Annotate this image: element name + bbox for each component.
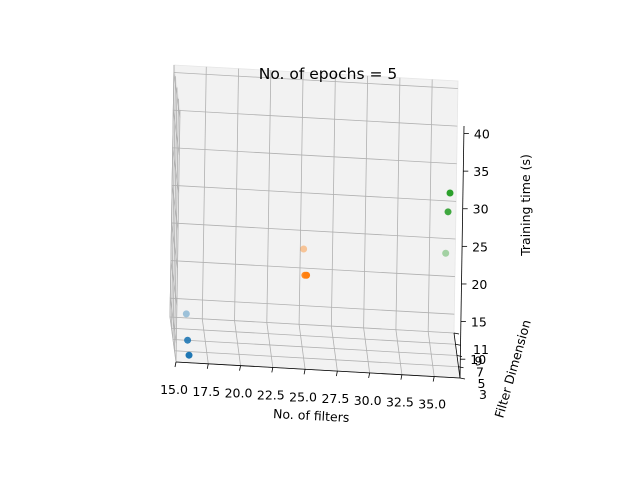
z-tick-label: 15 [471, 315, 487, 330]
x-tick-mark [400, 374, 403, 380]
y-tick-mark [458, 366, 464, 369]
x-tick-label: 25.0 [289, 389, 317, 404]
x-tick-mark [271, 367, 274, 373]
z-grid-line [173, 72, 458, 118]
data-point [442, 249, 450, 257]
y-tick-label: 11 [473, 342, 489, 357]
x-tick-mark [174, 361, 177, 368]
y-tick-label: 7 [476, 365, 484, 380]
tick-labels: 15.0 17.5 20.0 22.5 25.0 27.5 30.0 32.5 35.03579… [160, 127, 490, 412]
data-point [301, 271, 309, 279]
x-tick-label: 30.0 [354, 393, 382, 408]
y-tick-label: 5 [478, 376, 486, 391]
chart-title: No. of epochs = 5 [259, 65, 398, 83]
x-tick-label: 15.0 [160, 382, 188, 397]
data-point [444, 208, 452, 216]
data-point [446, 189, 454, 197]
x-tick-label: 17.5 [192, 384, 220, 399]
y-tick-mark [459, 377, 466, 380]
z-axis-line [459, 125, 465, 379]
z-tick-label: 40 [474, 127, 490, 142]
z-grid-line [169, 297, 455, 344]
z-axis-label: Training time (s) [518, 154, 533, 257]
z-tick-label: 30 [473, 202, 489, 217]
data-points [182, 189, 454, 359]
z-grid-line [171, 222, 456, 269]
x-axis-line [175, 361, 461, 379]
data-point [184, 336, 192, 344]
x-tick-mark [303, 369, 306, 375]
x-tick-mark [368, 372, 371, 378]
z-tick-label: 35 [473, 164, 489, 179]
data-point [182, 310, 190, 318]
z-grid-line [172, 109, 458, 156]
x-tick-mark [432, 376, 435, 382]
x-tick-label: 35.0 [418, 397, 446, 412]
y-tick-label: 9 [475, 353, 483, 368]
data-point [300, 245, 308, 253]
z-tick-label: 20 [471, 277, 487, 292]
z-tick-label: 10 [470, 352, 486, 367]
x-tick-mark [206, 363, 209, 369]
y-tick-mark [455, 343, 461, 346]
z-tick-label: 25 [472, 239, 488, 254]
z-grid-line [171, 184, 457, 231]
y-tick-mark [453, 332, 460, 335]
data-point [185, 351, 193, 359]
x-tick-mark [239, 365, 241, 371]
grid-lines [169, 64, 461, 379]
x-axis-label: No. of filters [273, 406, 350, 425]
z-grid-line [170, 260, 455, 306]
y-tick-mark [456, 355, 463, 357]
x-tick-label: 27.5 [321, 391, 349, 406]
x-tick-mark [335, 371, 338, 377]
y-axis-label: Filter Dimension [491, 318, 533, 420]
x-tick-label: 22.5 [257, 387, 285, 402]
x-tick-label: 32.5 [386, 395, 414, 410]
y-tick-label: 3 [479, 387, 487, 402]
x-tick-label: 20.0 [225, 386, 253, 401]
z-grid-line [172, 147, 457, 193]
